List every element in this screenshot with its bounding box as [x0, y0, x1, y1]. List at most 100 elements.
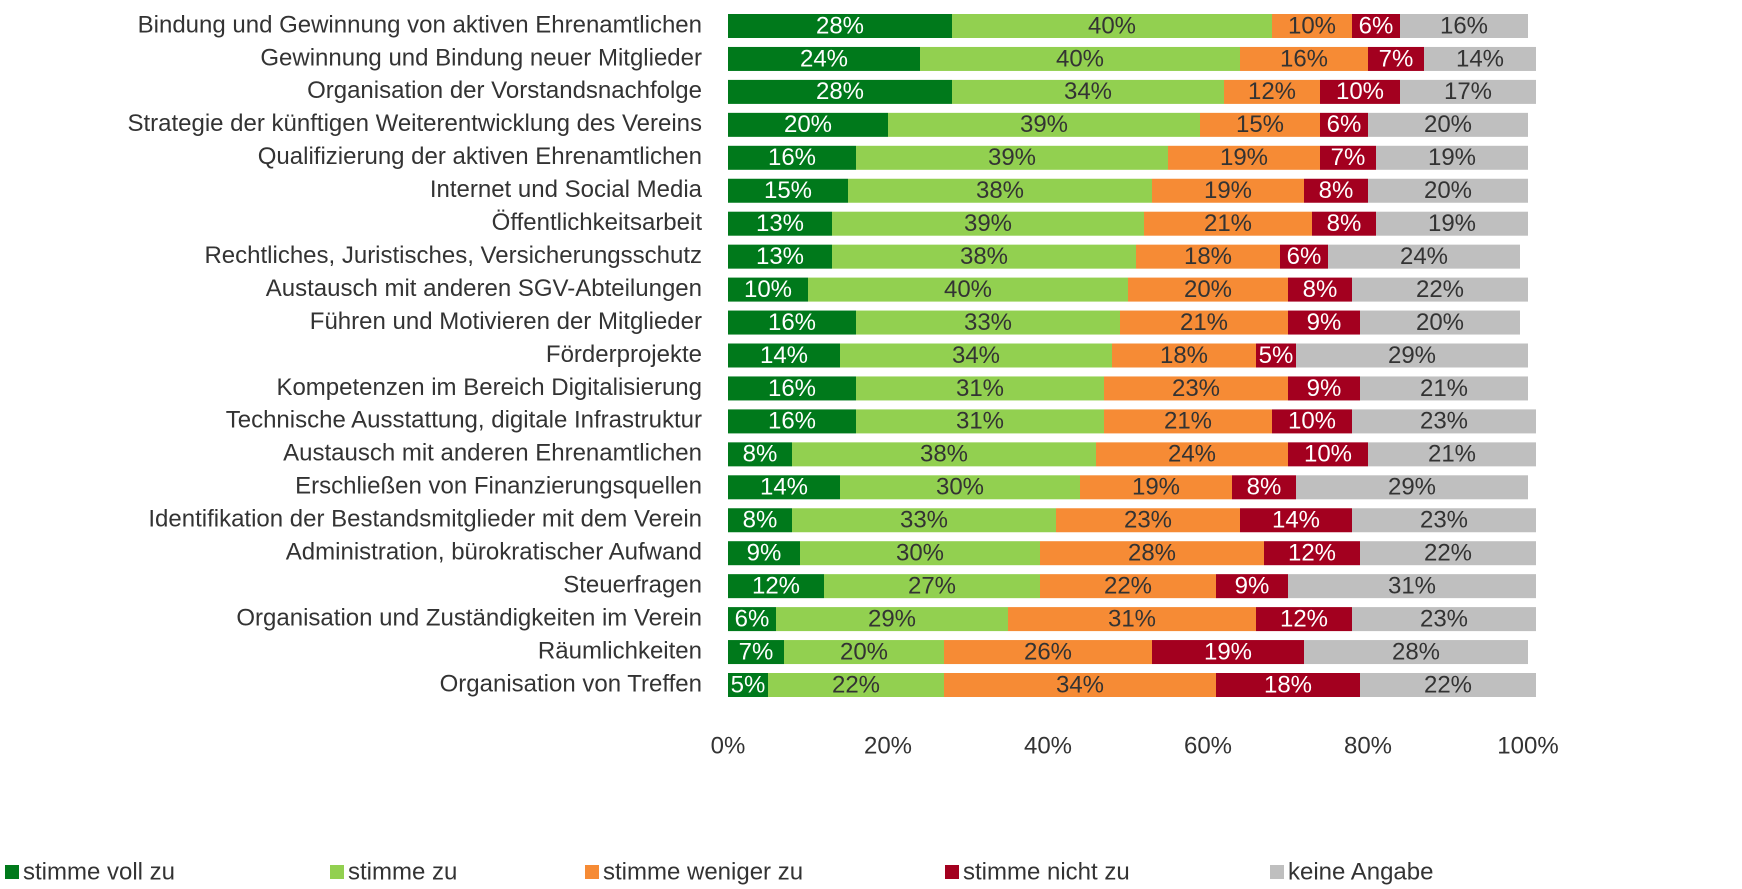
data-label: 12%: [1288, 540, 1336, 567]
bar-segment: [792, 442, 1096, 467]
bar-segment: [1424, 46, 1536, 71]
legend-marker: [1270, 865, 1284, 879]
data-label: 14%: [760, 342, 808, 369]
data-label: 20%: [840, 638, 888, 665]
data-label: 29%: [1388, 474, 1436, 501]
x-tick-label: 80%: [1344, 732, 1392, 759]
bar-segment: [728, 376, 856, 401]
category-label: Strategie der künftigen Weiterentwicklun…: [127, 110, 702, 137]
bar-segment: [832, 244, 1136, 269]
legend-marker: [5, 865, 19, 879]
data-label: 5%: [1259, 342, 1294, 369]
data-label: 22%: [1424, 540, 1472, 567]
data-label: 21%: [1180, 309, 1228, 336]
bar-segment: [1360, 376, 1528, 401]
data-label: 8%: [1247, 474, 1282, 501]
data-label: 8%: [743, 507, 778, 534]
data-label: 22%: [1424, 671, 1472, 698]
bar-segment: [1200, 112, 1320, 137]
data-label: 23%: [1420, 507, 1468, 534]
data-label: 19%: [1132, 474, 1180, 501]
bar-segment: [1320, 79, 1400, 104]
data-label: 20%: [1424, 111, 1472, 138]
bar-segment: [1352, 14, 1400, 38]
data-label: 18%: [1264, 671, 1312, 698]
bar-segment: [1216, 574, 1288, 599]
category-label: Technische Ausstattung, digitale Infrast…: [226, 407, 702, 434]
bar-segment: [1040, 541, 1264, 566]
category-label: Steuerfragen: [563, 571, 702, 598]
legend-label: stimme nicht zu: [963, 858, 1130, 885]
bar-segment: [824, 574, 1040, 599]
bar-segment: [728, 442, 792, 467]
data-label: 23%: [1420, 408, 1468, 435]
data-label: 34%: [952, 342, 1000, 369]
bar-segment: [952, 79, 1224, 104]
data-label: 16%: [1280, 45, 1328, 72]
data-label: 22%: [1104, 572, 1152, 599]
data-label: 10%: [1288, 12, 1336, 39]
bar-segment: [728, 46, 920, 71]
bar-segment: [1368, 178, 1528, 203]
bar-segment: [792, 508, 1056, 533]
bar-segment: [1168, 145, 1320, 170]
data-label: 29%: [1388, 342, 1436, 369]
data-label: 7%: [1379, 45, 1414, 72]
data-label: 21%: [1428, 441, 1476, 468]
bar-segment: [840, 343, 1112, 368]
bar-segment: [1256, 607, 1352, 632]
bar-segment: [1360, 541, 1536, 566]
data-label: 38%: [960, 243, 1008, 270]
bar-segment: [944, 640, 1152, 665]
data-label: 19%: [1428, 210, 1476, 237]
bar-segment: [856, 376, 1104, 401]
bar-segment: [1096, 442, 1288, 467]
bar-segment: [1104, 376, 1288, 401]
x-tick-label: 60%: [1184, 732, 1232, 759]
data-label: 30%: [896, 540, 944, 567]
bar-segment: [784, 640, 944, 665]
data-label: 10%: [1288, 408, 1336, 435]
data-label: 9%: [1307, 375, 1342, 402]
data-label: 14%: [1456, 45, 1504, 72]
data-label: 24%: [800, 45, 848, 72]
bar-segment: [728, 244, 832, 269]
category-label: Rechtliches, Juristisches, Versicherungs…: [204, 242, 702, 269]
data-label: 5%: [731, 671, 766, 698]
data-label: 31%: [1388, 572, 1436, 599]
data-label: 21%: [1420, 375, 1468, 402]
bar-segment: [1008, 607, 1256, 632]
bar-segment: [952, 14, 1272, 38]
data-label: 28%: [816, 12, 864, 39]
bar-segment: [728, 574, 824, 599]
data-label: 29%: [868, 605, 916, 632]
category-label: Internet und Social Media: [430, 176, 703, 203]
data-label: 23%: [1420, 605, 1468, 632]
data-label: 21%: [1204, 210, 1252, 237]
data-label: 14%: [760, 474, 808, 501]
bar-segment: [1136, 244, 1280, 269]
bar-segment: [1056, 508, 1240, 533]
bar-segment: [856, 145, 1168, 170]
bar-segment: [1304, 640, 1528, 665]
data-label: 28%: [1392, 638, 1440, 665]
data-label: 31%: [956, 375, 1004, 402]
bar-segment: [1368, 442, 1536, 467]
legend-label: stimme weniger zu: [603, 858, 803, 885]
bar-segment: [856, 409, 1104, 434]
bar-segment: [776, 607, 1008, 632]
bar-segment: [1360, 673, 1536, 697]
bar-segment: [1360, 310, 1520, 335]
bar-segment: [768, 673, 944, 697]
bar-segment: [728, 112, 888, 137]
data-label: 40%: [1088, 12, 1136, 39]
data-label: 9%: [1235, 572, 1270, 599]
legend-label: stimme voll zu: [23, 858, 175, 885]
bar-segment: [728, 211, 832, 236]
data-label: 17%: [1444, 78, 1492, 105]
bar-segment: [1240, 508, 1352, 533]
data-label: 39%: [964, 210, 1012, 237]
bar-segment: [1144, 211, 1312, 236]
data-label: 19%: [1204, 638, 1252, 665]
data-label: 40%: [944, 276, 992, 303]
